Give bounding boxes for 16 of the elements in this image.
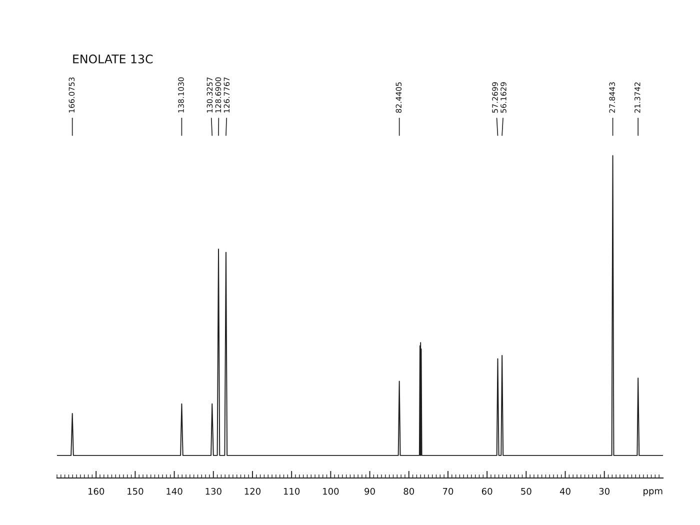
chart-title: ENOLATE 13C	[73, 54, 153, 64]
x-tick-label: 40	[560, 488, 570, 495]
x-tick-label: 120	[244, 488, 260, 495]
x-tick-label: 110	[284, 488, 300, 495]
x-tick-label: 100	[323, 488, 339, 495]
x-axis-title: ppm	[644, 489, 662, 496]
x-tick-label: 70	[442, 488, 454, 495]
x-tick-label: 30	[599, 488, 610, 495]
x-tick-label: 90	[364, 488, 375, 495]
x-tick-label: 80	[404, 488, 414, 495]
x-tick-label: 50	[521, 488, 532, 495]
x-tick-label: 140	[166, 488, 182, 495]
x-tick-label: 130	[206, 488, 222, 495]
x-tick-label: 160	[88, 488, 104, 495]
x-tick-label: 60	[482, 488, 492, 495]
x-tick-label: 150	[128, 488, 144, 495]
